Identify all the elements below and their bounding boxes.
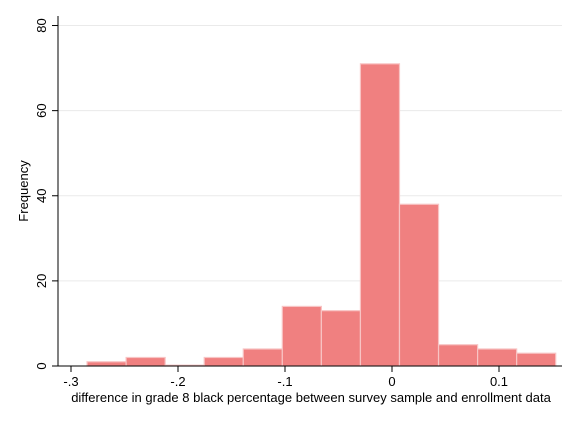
histogram-bar <box>320 310 362 367</box>
x-tick-label: -.1 <box>277 374 292 389</box>
y-axis-ticks: 0 20 40 60 80 <box>34 18 58 370</box>
histogram-bar <box>398 203 440 367</box>
histogram-bars <box>86 63 557 367</box>
y-tick-label: 20 <box>34 274 49 288</box>
x-tick-label: 0 <box>388 374 395 389</box>
x-tick-label: -.2 <box>170 374 185 389</box>
y-tick-label: 60 <box>34 103 49 117</box>
x-tick-label: -.3 <box>63 374 78 389</box>
histogram-bar <box>477 348 518 367</box>
y-tick-label: 80 <box>34 18 49 32</box>
y-axis-title: Frequency <box>16 160 31 222</box>
x-axis-ticks: -.3 -.2 -.1 0 0.1 <box>63 366 508 389</box>
y-tick-label: 0 <box>34 362 49 369</box>
gridlines <box>58 25 562 282</box>
histogram-bar <box>86 361 127 367</box>
histogram-bar <box>437 344 479 367</box>
x-tick-label: 0.1 <box>490 374 508 389</box>
histogram-bar <box>242 348 283 367</box>
histogram-bar <box>359 63 401 367</box>
histogram-bar <box>281 305 322 367</box>
y-tick-label: 40 <box>34 189 49 203</box>
x-axis-title: difference in grade 8 black percentage b… <box>71 390 551 405</box>
histogram-bar <box>516 352 557 367</box>
histogram-bar <box>125 356 166 367</box>
histogram-bar <box>203 356 244 367</box>
